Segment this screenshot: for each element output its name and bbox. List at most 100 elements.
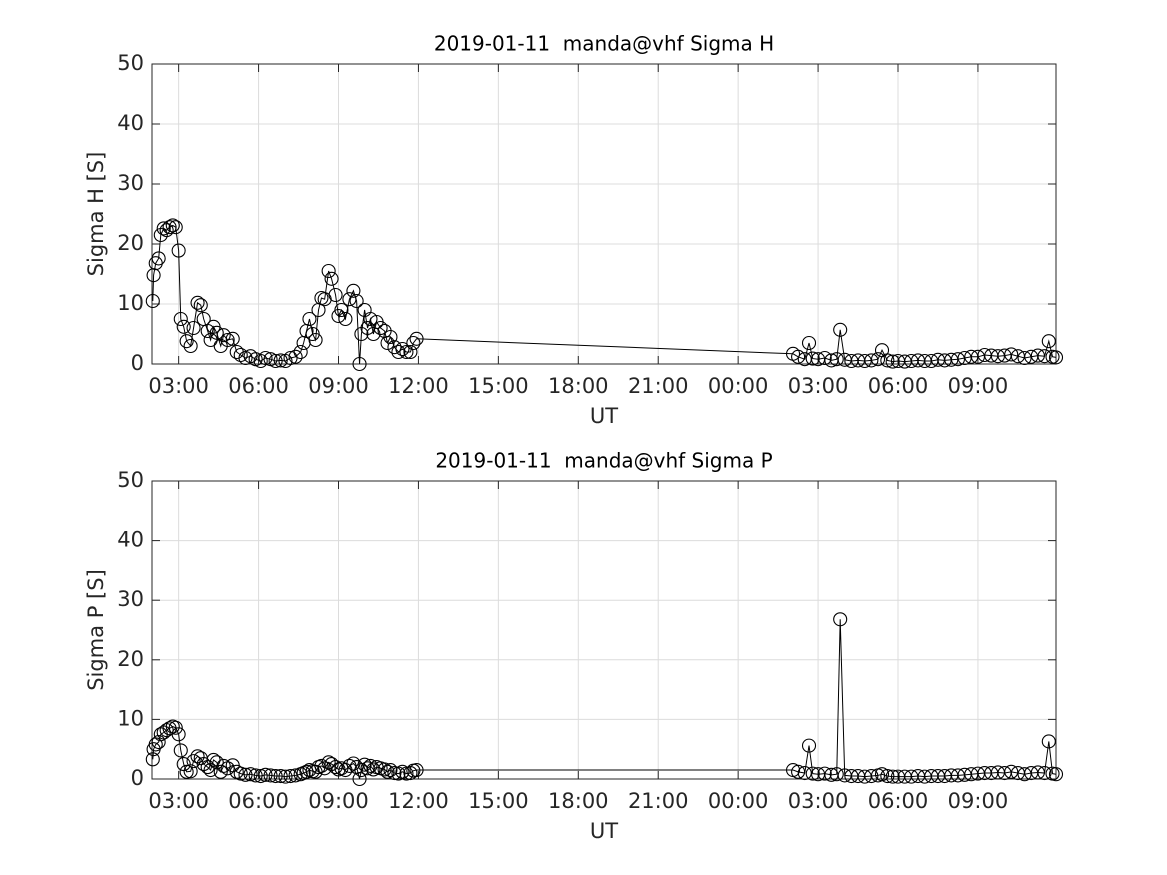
x-tick-label: 06:00 xyxy=(868,789,929,813)
data-point xyxy=(805,766,820,781)
data-point xyxy=(885,354,900,369)
x-tick-label: 15:00 xyxy=(468,374,529,398)
data-point xyxy=(258,350,273,366)
data-point xyxy=(874,767,890,782)
data-point xyxy=(817,766,832,781)
data-point xyxy=(944,352,959,367)
data-point xyxy=(833,612,848,627)
x-tick-label: 21:00 xyxy=(628,374,689,398)
data-point xyxy=(801,738,817,753)
data-point xyxy=(342,292,357,307)
data-point xyxy=(183,338,198,354)
data-point xyxy=(146,268,161,283)
data-point xyxy=(1037,349,1052,364)
x-tick-label: 09:00 xyxy=(308,374,369,398)
data-point xyxy=(183,764,198,779)
plot-area xyxy=(152,64,1056,364)
data-point xyxy=(220,332,235,348)
data-point xyxy=(165,218,180,233)
y-tick-label: 20 xyxy=(117,231,144,255)
data-point xyxy=(406,335,421,351)
data-point xyxy=(209,325,224,340)
x-tick-label: 03:00 xyxy=(148,789,209,813)
data-point xyxy=(248,768,263,783)
x-tick-label: 03:00 xyxy=(148,374,209,398)
data-point xyxy=(283,768,298,784)
data-point xyxy=(314,758,329,773)
y-tick-label: 50 xyxy=(117,51,144,75)
data-point xyxy=(193,298,208,313)
data-point xyxy=(1048,350,1064,365)
plot-area xyxy=(152,481,1056,779)
data-point xyxy=(829,767,844,782)
data-point xyxy=(288,768,303,783)
data-point xyxy=(338,311,353,327)
x-tick-label: 21:00 xyxy=(628,789,689,813)
data-point xyxy=(273,353,288,368)
y-tick-label: 10 xyxy=(117,706,144,730)
data-point xyxy=(278,769,293,784)
data-point xyxy=(864,353,879,368)
chart-title: 2019-01-11 manda@vhf Sigma H xyxy=(434,32,774,56)
data-point xyxy=(168,720,183,735)
data-point xyxy=(833,322,848,337)
data-point xyxy=(1041,734,1056,749)
data-point xyxy=(399,766,414,781)
x-axis-label: UT xyxy=(590,819,618,843)
data-point xyxy=(186,754,201,769)
y-tick-label: 40 xyxy=(117,111,144,135)
data-point xyxy=(391,344,406,360)
data-point xyxy=(1041,334,1056,349)
data-point xyxy=(964,349,979,364)
data-point xyxy=(258,767,273,782)
axes-box xyxy=(151,63,1057,365)
y-tick-label: 30 xyxy=(117,587,144,611)
data-point xyxy=(805,351,820,366)
data-point xyxy=(216,328,231,343)
data-point xyxy=(403,344,418,360)
x-tick-label: 06:00 xyxy=(228,789,289,813)
data-point xyxy=(321,263,336,279)
data-point xyxy=(151,734,166,750)
data-point xyxy=(791,349,806,364)
x-tick-label: 12:00 xyxy=(388,374,449,398)
data-point xyxy=(380,764,395,779)
data-point xyxy=(171,727,186,742)
data-point xyxy=(1004,347,1019,362)
data-point xyxy=(253,768,268,784)
data-point xyxy=(409,331,424,346)
data-point xyxy=(363,758,378,773)
data-point xyxy=(990,349,1005,364)
data-point xyxy=(273,768,288,784)
x-axis-label: UT xyxy=(590,404,618,428)
data-point xyxy=(293,344,308,360)
data-point xyxy=(209,755,224,770)
x-tick-label: 06:00 xyxy=(868,374,929,398)
data-point xyxy=(145,293,160,309)
data-point xyxy=(409,763,424,778)
y-tick-label: 10 xyxy=(117,291,144,315)
data-point xyxy=(288,349,303,364)
data-point xyxy=(233,766,248,781)
x-tick-label: 09:00 xyxy=(308,789,369,813)
data-point xyxy=(880,768,895,784)
data-point xyxy=(263,768,278,783)
y-tick-label: 0 xyxy=(131,351,144,375)
data-point xyxy=(173,311,188,327)
data-point xyxy=(173,743,188,758)
x-tick-label: 09:00 xyxy=(948,789,1009,813)
data-point xyxy=(1030,348,1045,363)
data-point xyxy=(880,353,895,368)
data-point xyxy=(268,353,283,369)
data-point xyxy=(216,758,231,773)
axes-box xyxy=(151,480,1057,780)
data-point xyxy=(829,352,844,367)
data-point xyxy=(243,767,258,782)
data-point xyxy=(328,287,343,303)
data-point xyxy=(328,760,343,775)
data-point xyxy=(383,329,398,345)
data-point xyxy=(321,755,336,770)
data-point xyxy=(1017,767,1032,782)
x-tick-label: 12:00 xyxy=(388,789,449,813)
